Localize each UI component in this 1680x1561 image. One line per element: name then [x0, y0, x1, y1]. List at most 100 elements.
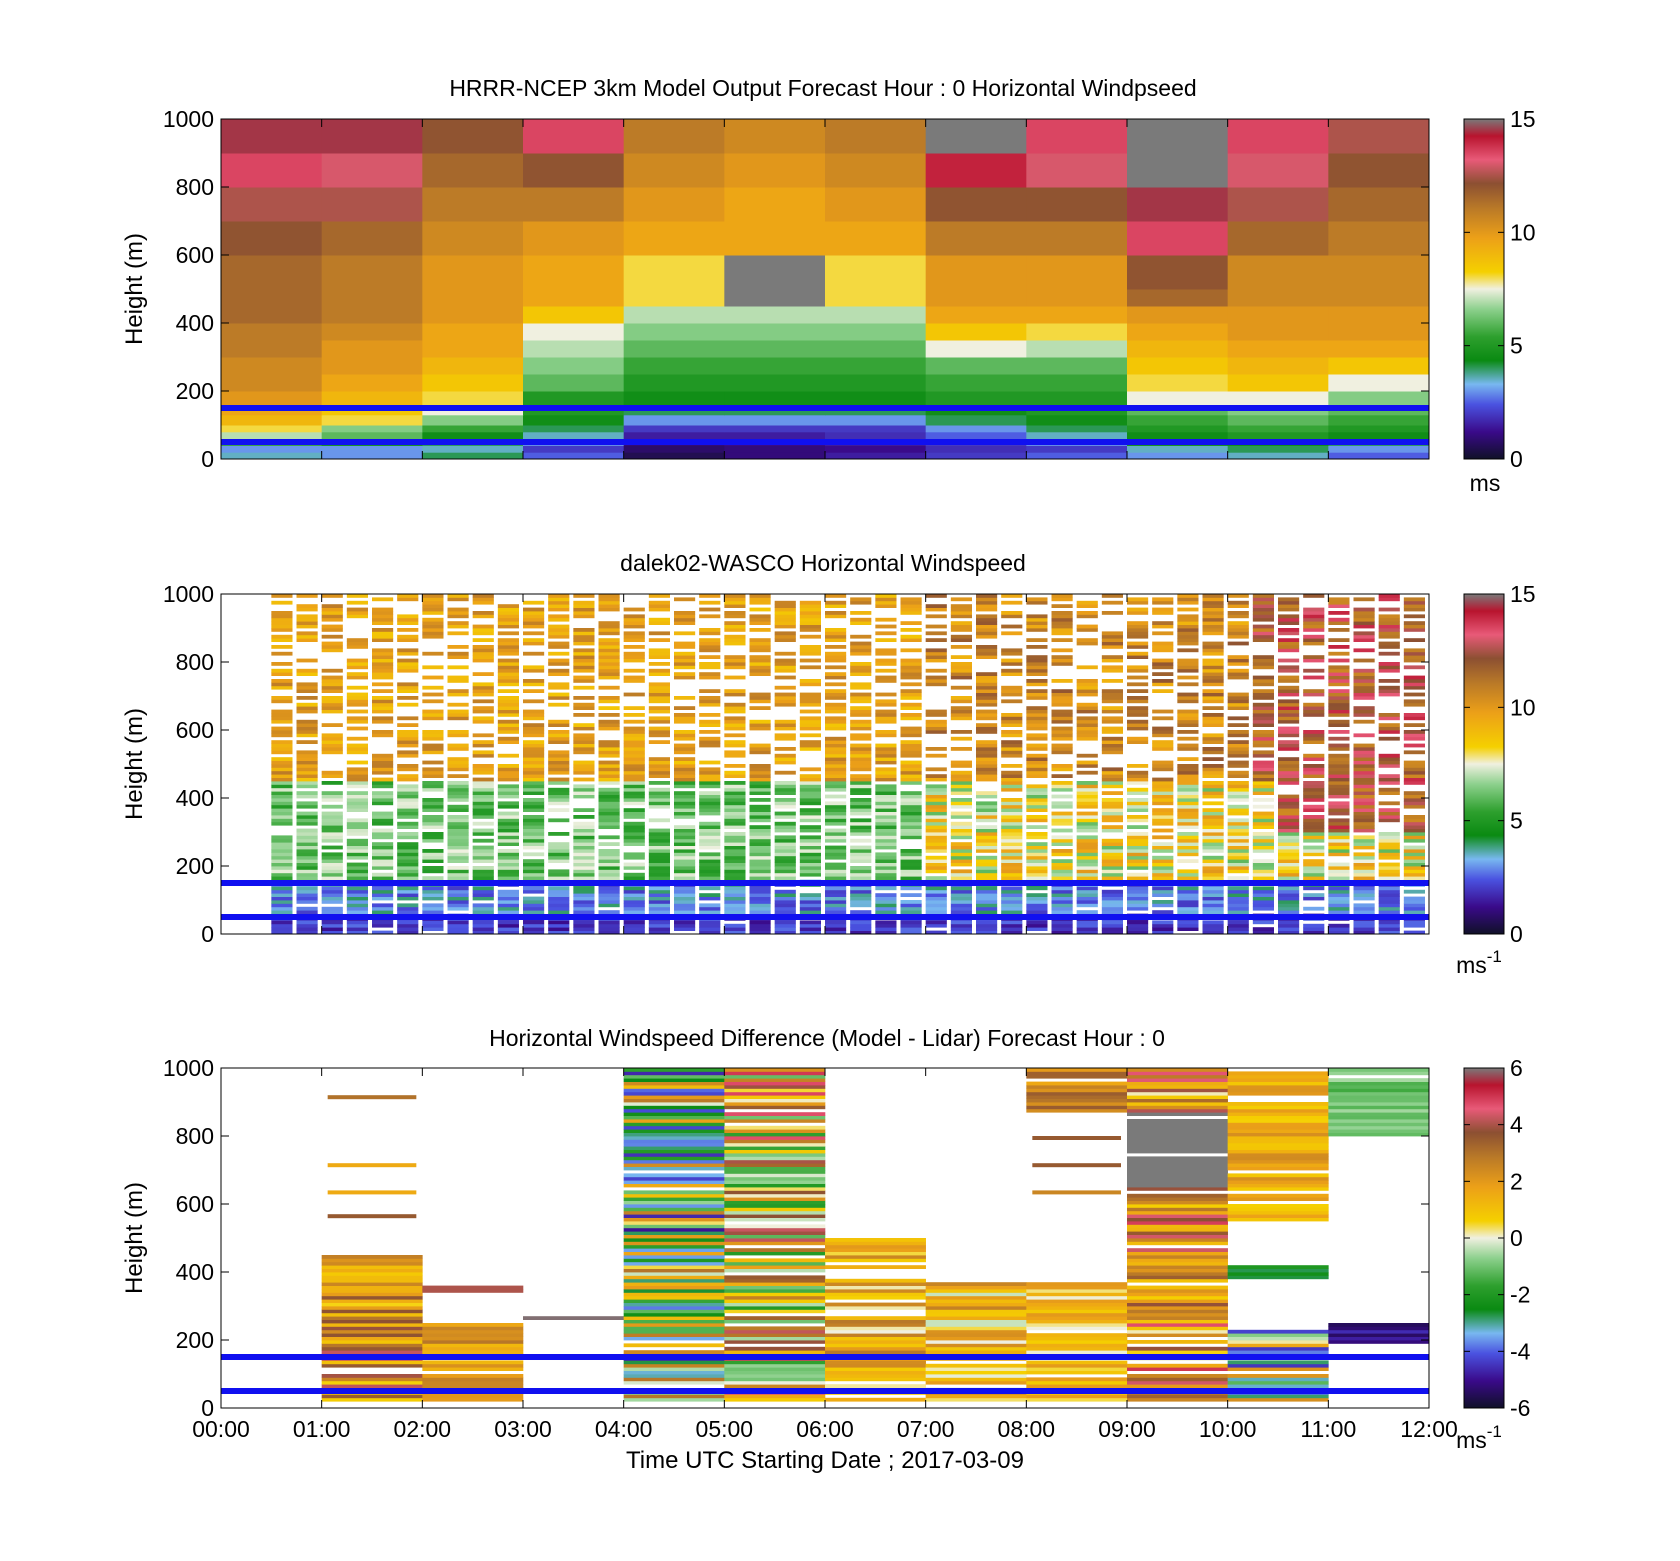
heatmap-cell — [825, 604, 847, 608]
heatmap-cell — [674, 757, 696, 761]
heatmap-cell — [1227, 621, 1249, 625]
heatmap-cell — [724, 1125, 826, 1130]
heatmap-cell — [472, 645, 494, 649]
heatmap-cell — [1353, 798, 1375, 802]
heatmap-cell — [1303, 764, 1325, 768]
heatmap-cell — [1378, 685, 1400, 690]
heatmap-cell — [447, 930, 469, 935]
heatmap-cell — [1051, 750, 1073, 755]
heatmap-cell — [1152, 798, 1174, 802]
heatmap-cell — [850, 709, 872, 714]
heatmap-cell — [296, 594, 318, 598]
heatmap-cell — [1403, 798, 1425, 802]
heatmap-cell — [724, 1078, 826, 1082]
heatmap-cell — [648, 849, 670, 853]
heatmap-cell — [598, 655, 620, 659]
heatmap-cell — [950, 855, 972, 860]
heatmap-cell — [321, 1346, 423, 1351]
heatmap-cell — [1152, 777, 1174, 782]
heatmap-cell — [1227, 743, 1249, 748]
heatmap-cell — [1278, 716, 1300, 721]
heatmap-cell — [1303, 614, 1325, 619]
heatmap-cell — [724, 600, 746, 605]
heatmap-cell — [523, 617, 545, 622]
heatmap-cell — [724, 289, 826, 307]
heatmap-cell — [346, 828, 368, 833]
heatmap-cell — [271, 699, 293, 704]
heatmap-cell — [950, 927, 972, 931]
x-tick-label: 02:00 — [394, 1416, 452, 1442]
heatmap-cell — [825, 1265, 926, 1269]
heatmap-cell — [346, 641, 368, 646]
heatmap-cell — [825, 323, 927, 341]
heatmap-cell — [397, 753, 419, 758]
heatmap-cell — [976, 825, 998, 829]
heatmap-cell — [1403, 821, 1425, 826]
heatmap-cell — [925, 614, 947, 619]
heatmap-cell — [447, 747, 469, 751]
heatmap-cell — [825, 1397, 926, 1402]
heatmap-cell — [1051, 726, 1073, 731]
heatmap-cell — [825, 866, 847, 870]
heatmap-cell — [422, 357, 524, 375]
heatmap-cell — [472, 682, 494, 687]
heatmap-cell — [925, 828, 947, 833]
heatmap-cell — [875, 747, 897, 751]
heatmap-cell — [1076, 842, 1098, 846]
heatmap-cell — [1227, 631, 1249, 636]
heatmap-cell — [1076, 825, 1098, 829]
heatmap-cell — [447, 757, 469, 761]
heatmap-cell — [372, 730, 394, 734]
heatmap-cell — [1026, 791, 1048, 795]
heatmap-cell — [422, 255, 524, 290]
heatmap-cell — [623, 832, 645, 836]
heatmap-cell — [699, 910, 721, 914]
heatmap-cell — [774, 651, 796, 656]
heatmap-cell — [749, 764, 771, 768]
heatmap-cell — [1328, 692, 1350, 697]
heatmap-cell — [674, 747, 696, 751]
heatmap-cell — [1328, 706, 1350, 710]
heatmap-cell — [799, 733, 821, 738]
heatmap-cell — [1051, 631, 1073, 636]
heatmap-cell — [825, 743, 847, 748]
x-tick-label: 06:00 — [796, 1416, 854, 1442]
heatmap-cell — [623, 1319, 725, 1324]
heatmap-cell — [1026, 845, 1048, 850]
heatmap-cell — [648, 855, 670, 860]
heatmap-cell — [623, 930, 645, 935]
heatmap-cell — [598, 760, 620, 765]
heatmap-cell — [346, 801, 368, 806]
heatmap-cell — [623, 825, 645, 829]
heatmap-cell — [523, 770, 545, 775]
heatmap-cell — [271, 638, 293, 642]
heatmap-cell — [548, 740, 570, 744]
heatmap-cell — [623, 927, 645, 931]
heatmap-cell — [799, 740, 821, 744]
heatmap-cell — [850, 777, 872, 782]
heatmap-cell — [1076, 689, 1098, 693]
heatmap-cell — [321, 614, 343, 619]
heatmap-cell — [674, 866, 696, 870]
heatmap-cell — [623, 1112, 725, 1116]
heatmap-cell — [1328, 1122, 1430, 1127]
heatmap-cell — [1026, 726, 1048, 731]
heatmap-cell — [598, 872, 620, 877]
heatmap-cell — [774, 835, 796, 840]
heatmap-cell — [774, 781, 796, 785]
heatmap-cell — [623, 1306, 725, 1310]
heatmap-cell — [799, 872, 821, 877]
y-tick-label: 600 — [176, 717, 214, 743]
heatmap-cell — [573, 906, 595, 911]
heatmap-cell — [422, 743, 444, 748]
heatmap-cell — [976, 679, 998, 683]
heatmap-cell — [850, 930, 872, 935]
heatmap-cell — [1202, 716, 1224, 721]
heatmap-cell — [623, 255, 725, 290]
heatmap-cell — [548, 832, 570, 836]
heatmap-cell — [573, 900, 595, 904]
heatmap-cell — [623, 153, 725, 188]
heatmap-cell — [321, 1384, 423, 1388]
heatmap-cell — [925, 804, 947, 809]
heatmap-cell — [1152, 624, 1174, 629]
